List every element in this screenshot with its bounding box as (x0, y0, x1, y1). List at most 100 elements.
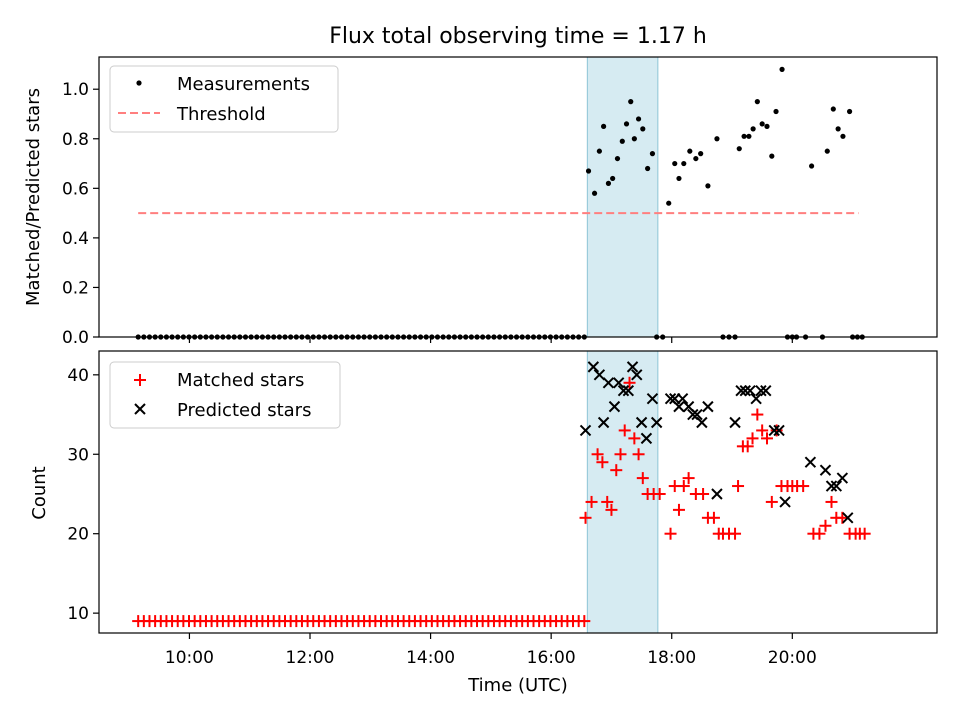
matched-star-marker (770, 424, 783, 437)
bottom-legend: Matched stars Predicted stars (109, 361, 341, 429)
measurement-point (759, 121, 765, 127)
measurement-point (824, 148, 830, 154)
matched-star-marker (797, 480, 810, 493)
predicted-star-marker (691, 408, 703, 421)
measurement-point (681, 160, 687, 167)
measurement-point (635, 116, 642, 122)
matched-star-marker (765, 495, 778, 508)
predicted-star-marker (819, 464, 832, 476)
measurement-point (628, 99, 634, 105)
xtick-label: 12:00 (286, 648, 335, 668)
predicted-star-marker (702, 400, 714, 413)
measurement-point (830, 106, 836, 112)
predicted-star-marker (622, 385, 635, 397)
predicted-star-marker (597, 416, 610, 429)
predicted-star-marker (602, 377, 615, 389)
matched-star-marker (819, 519, 832, 532)
measurement-point (769, 153, 775, 159)
measurement-point (698, 151, 704, 157)
predicted-star-marker (593, 369, 606, 381)
measurement-point (714, 136, 720, 142)
measurement-point (631, 136, 637, 142)
measurement-point (741, 133, 747, 139)
matched-star-marker (825, 495, 838, 508)
matched-star-marker (610, 464, 623, 477)
ytick-label: 0.6 (62, 179, 89, 199)
predicted-star-marker (631, 369, 643, 381)
measurement-point (750, 126, 756, 132)
legend-predicted-marker (134, 403, 146, 415)
ytick-label: 0.2 (62, 278, 89, 298)
matched-star-marker (601, 495, 614, 508)
matched-star-marker (729, 527, 742, 540)
measurement-point (764, 123, 770, 129)
predicted-star-marker (825, 480, 838, 492)
measurement-point (666, 200, 672, 206)
predicted-star-marker (750, 392, 762, 405)
predicted-star-marker (804, 456, 817, 468)
matched-star-marker (585, 495, 598, 508)
measurement-point (649, 151, 656, 157)
xtick-label: 20:00 (768, 648, 817, 668)
measurement-point (614, 155, 621, 162)
measurement-point (585, 168, 592, 174)
matched-star-marker (591, 448, 604, 461)
matched-star-marker (596, 456, 609, 469)
predicted-star-marker (640, 432, 653, 445)
predicted-star-marker (768, 424, 780, 437)
predicted-star-marker (617, 385, 630, 397)
measurement-point (705, 183, 711, 189)
predicted-star-marker (696, 416, 708, 429)
measurement-point (736, 146, 742, 152)
measurement-point (754, 99, 760, 105)
measurement-point (779, 66, 785, 72)
top-panel: 0.0 0.2 0.4 0.6 0.8 1.0 Matched/Predicted sta… (23, 56, 938, 348)
ytick-label: 0.0 (62, 328, 89, 348)
predicted-star-marker (587, 361, 600, 373)
bottom-ylabel: Count (29, 466, 50, 519)
measurement-point (773, 108, 779, 115)
matched-star-marker (632, 448, 645, 461)
measurement-point (835, 126, 841, 132)
matched-star-marker (618, 424, 631, 437)
matched-star-marker (746, 432, 759, 445)
matched-star-marker (682, 472, 695, 485)
predicted-star-marker (676, 392, 689, 405)
measurement-point (809, 163, 815, 169)
matched-star-marker (636, 472, 649, 485)
xtick-label: 18:00 (647, 648, 696, 668)
ytick-label: 20 (67, 525, 89, 545)
matched-star-marker (858, 527, 871, 540)
bottom-xlabel: Time (UTC) (467, 675, 568, 696)
matched-star-marker (578, 615, 591, 628)
matched-star-marker (756, 424, 769, 437)
legend-threshold-label: Threshold (176, 104, 266, 125)
ytick-label: 0.4 (62, 229, 89, 249)
predicted-star-marker (673, 400, 685, 413)
ytick-label: 10 (67, 604, 89, 624)
predicted-star-marker (608, 400, 621, 413)
predicted-star-marker (729, 416, 741, 429)
measurement-point (645, 165, 651, 172)
highlight-span (586, 56, 659, 338)
ytick-label: 30 (67, 445, 89, 465)
measurement-point (601, 123, 607, 129)
matched-star-marker (813, 527, 826, 540)
predicted-star-marker (646, 392, 659, 405)
matched-star-marker (653, 487, 666, 500)
legend-measurements-label: Measurements (177, 74, 310, 95)
xtick-label: 14:00 (406, 648, 455, 668)
bottom-legend-box (109, 361, 341, 429)
measurement-point (846, 108, 853, 115)
predicted-star-marker (687, 408, 699, 421)
predicted-star-marker (779, 496, 791, 508)
top-legend-box (109, 65, 339, 133)
ytick-label: 1.0 (62, 80, 89, 100)
top-axes-frame (98, 56, 938, 338)
highlight-span (586, 350, 659, 634)
measurement-point (596, 148, 602, 154)
measurement-point (672, 160, 678, 167)
measurement-point (746, 133, 752, 139)
